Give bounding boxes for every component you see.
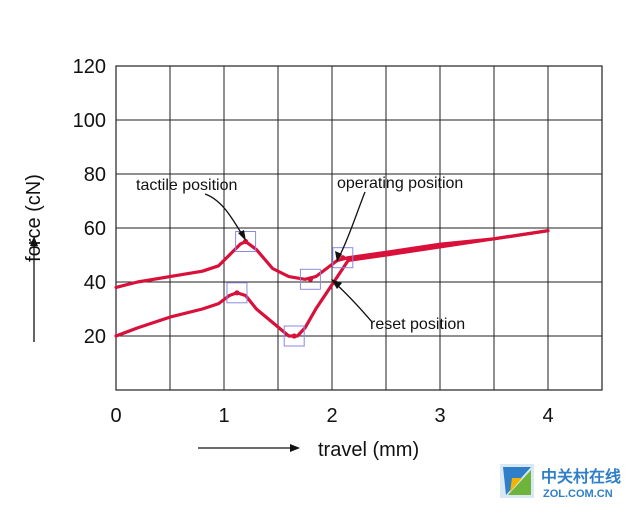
watermark-line2: ZOL.COM.CN	[543, 488, 613, 500]
x-axis-label: travel (mm)	[318, 439, 419, 461]
zol-watermark: 中关村在线 ZOL.COM.CN	[500, 464, 621, 500]
annotation-arrow-operating	[335, 191, 366, 262]
position-point	[291, 333, 297, 339]
series-layer	[114, 229, 550, 338]
y-tick-label: 40	[84, 272, 106, 294]
series-line-1	[114, 229, 550, 289]
annotation-reset-position: reset position	[370, 316, 465, 333]
position-marker-box	[283, 325, 305, 347]
y-axis-label: force (cN)	[23, 174, 45, 262]
y-tick-labels: 20 40 60 80 100 120	[73, 56, 106, 348]
y-tick-label: 60	[84, 218, 106, 240]
zol-logo-icon	[500, 464, 534, 498]
y-tick-label: 120	[73, 56, 106, 78]
position-point	[243, 238, 249, 245]
y-tick-label: 80	[84, 164, 106, 186]
x-direction-arrow	[198, 444, 300, 452]
x-tick-labels: 0 1 2 3 4	[110, 405, 553, 427]
x-tick-label: 0	[110, 405, 121, 427]
x-tick-label: 4	[542, 405, 553, 427]
grid	[115, 65, 603, 391]
annotation-operating-position: operating position	[337, 175, 463, 192]
position-point	[340, 255, 346, 261]
annotation-arrow-reset	[331, 279, 373, 323]
x-tick-label: 3	[434, 405, 445, 427]
series-line-2	[114, 229, 550, 338]
y-tick-label: 20	[84, 326, 106, 348]
position-marker-box	[235, 231, 257, 252]
annotation-tactile-position: tactile position	[136, 177, 237, 194]
y-tick-label: 100	[73, 110, 106, 132]
position-point	[307, 276, 313, 282]
markers-layer	[226, 231, 354, 347]
x-tick-label: 1	[218, 405, 229, 427]
position-point	[234, 290, 240, 296]
watermark-line1: 中关村在线	[541, 467, 621, 486]
x-tick-label: 2	[326, 405, 337, 427]
y-direction-arrow	[30, 236, 38, 342]
position-marker-box	[226, 282, 248, 304]
position-marker-box	[299, 268, 321, 290]
annotation-arrow-tactile	[204, 193, 246, 241]
plot-frame	[115, 65, 603, 391]
